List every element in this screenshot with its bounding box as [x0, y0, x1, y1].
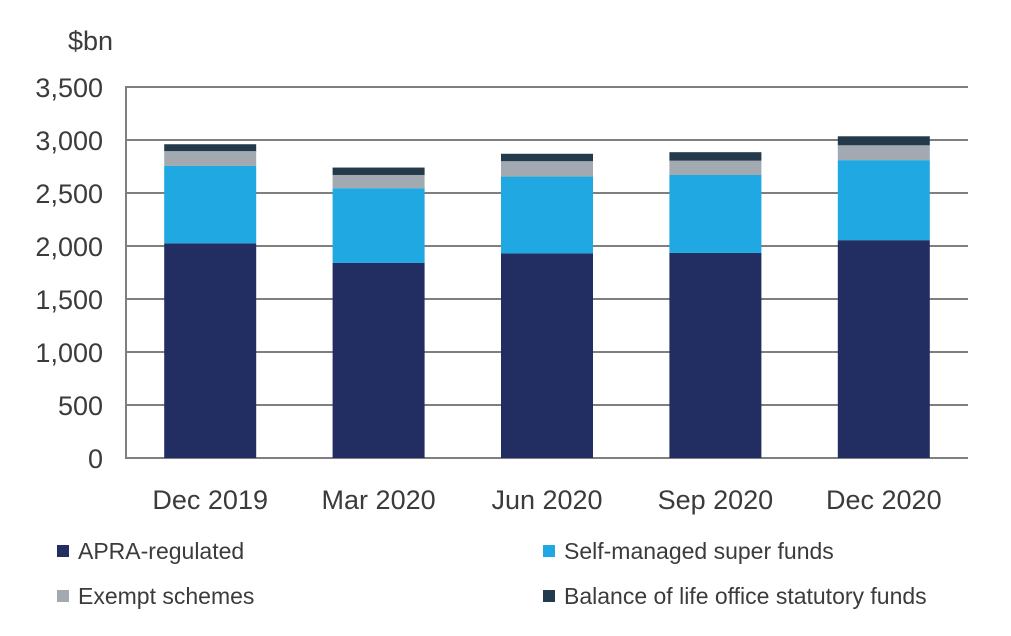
- y-tick-label: 500: [58, 391, 103, 421]
- legend-label: Balance of life office statutory funds: [564, 582, 927, 609]
- legend-item-2: Exempt schemes: [57, 582, 543, 610]
- y-tick-label: 2,500: [35, 179, 103, 209]
- legend-item-0: APRA-regulated: [57, 537, 543, 565]
- x-tick-label: Dec 2020: [826, 485, 942, 515]
- legend-label: APRA-regulated: [78, 537, 245, 564]
- y-tick-label: 2,000: [35, 232, 103, 262]
- bar-segment-series3-dec-2020: [837, 136, 930, 146]
- bar-segment-series2-mar-2020: [332, 174, 425, 189]
- bar-segment-series3-mar-2020: [332, 167, 425, 175]
- chart-legend: APRA-regulated Self-managed super funds Ex…: [57, 537, 977, 610]
- bar-segment-series2-jun-2020: [501, 161, 593, 177]
- y-tick-label: 0: [88, 444, 103, 474]
- bar-segment-series0-mar-2020: [332, 262, 425, 458]
- bar-segment-series3-jun-2020: [501, 153, 593, 162]
- y-tick-label: 1,500: [35, 285, 103, 315]
- legend-swatch-icon: [57, 590, 69, 602]
- x-tick-label: Dec 2019: [152, 485, 268, 515]
- bar-segment-series2-sep-2020: [669, 160, 762, 175]
- bar-segment-series1-sep-2020: [669, 174, 762, 253]
- legend-item-3: Balance of life office statutory funds: [543, 582, 977, 610]
- bar-segment-series0-sep-2020: [669, 252, 762, 458]
- y-axis-title: $bn: [68, 26, 113, 56]
- legend-swatch-icon: [57, 545, 69, 557]
- bar-segment-series1-mar-2020: [332, 188, 425, 263]
- bar-segment-series1-jun-2020: [501, 176, 593, 254]
- y-tick-label: 1,000: [35, 338, 103, 368]
- y-tick-label: 3,000: [35, 126, 103, 156]
- bar-segment-series2-dec-2020: [837, 145, 930, 161]
- bar-segment-series3-sep-2020: [669, 152, 762, 161]
- stacked-bar-chart: 0 500 1,000 1,500 2,000 2,500 3,000 3,500 $bn Dec…: [35, 26, 968, 515]
- x-tick-label: Jun 2020: [491, 485, 602, 515]
- x-tick-label: Mar 2020: [322, 485, 436, 515]
- bar-segment-series0-jun-2020: [501, 253, 593, 458]
- y-tick-label: 3,500: [35, 73, 103, 103]
- x-tick-label: Sep 2020: [658, 485, 774, 515]
- bar-segment-series1-dec-2019: [164, 165, 257, 244]
- legend-label: Exempt schemes: [78, 582, 255, 609]
- bar-segment-series2-dec-2019: [164, 151, 257, 166]
- legend-swatch-icon: [543, 545, 555, 557]
- legend-swatch-icon: [543, 590, 555, 602]
- bar-segment-series1-dec-2020: [837, 160, 930, 241]
- bar-segment-series3-dec-2019: [164, 144, 257, 152]
- legend-item-1: Self-managed super funds: [543, 537, 977, 565]
- bar-segment-series0-dec-2020: [837, 240, 930, 458]
- bar-segment-series0-dec-2019: [164, 243, 257, 458]
- legend-label: Self-managed super funds: [564, 537, 834, 564]
